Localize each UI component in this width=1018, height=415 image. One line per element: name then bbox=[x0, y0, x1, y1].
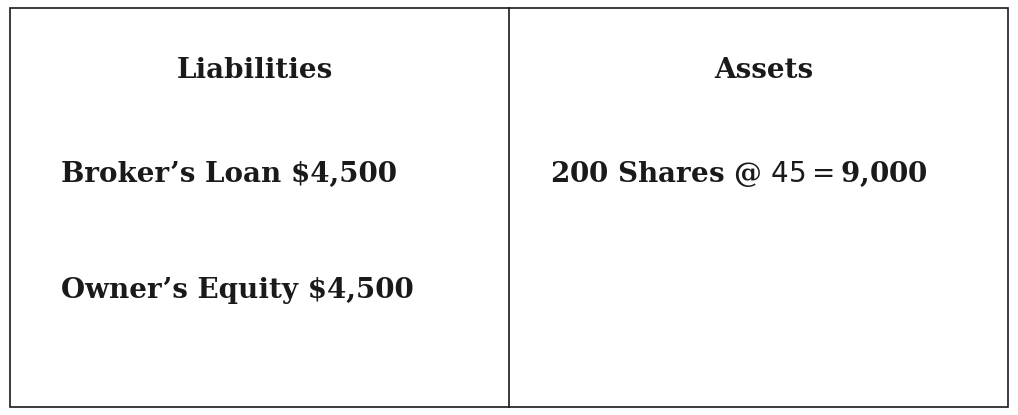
Text: Assets: Assets bbox=[714, 57, 813, 84]
Text: Broker’s Loan $4,500: Broker’s Loan $4,500 bbox=[61, 161, 397, 188]
Text: Liabilities: Liabilities bbox=[176, 57, 333, 84]
Text: Owner’s Equity $4,500: Owner’s Equity $4,500 bbox=[61, 277, 414, 304]
Text: 200 Shares @ $45 = $9,000: 200 Shares @ $45 = $9,000 bbox=[550, 160, 927, 189]
